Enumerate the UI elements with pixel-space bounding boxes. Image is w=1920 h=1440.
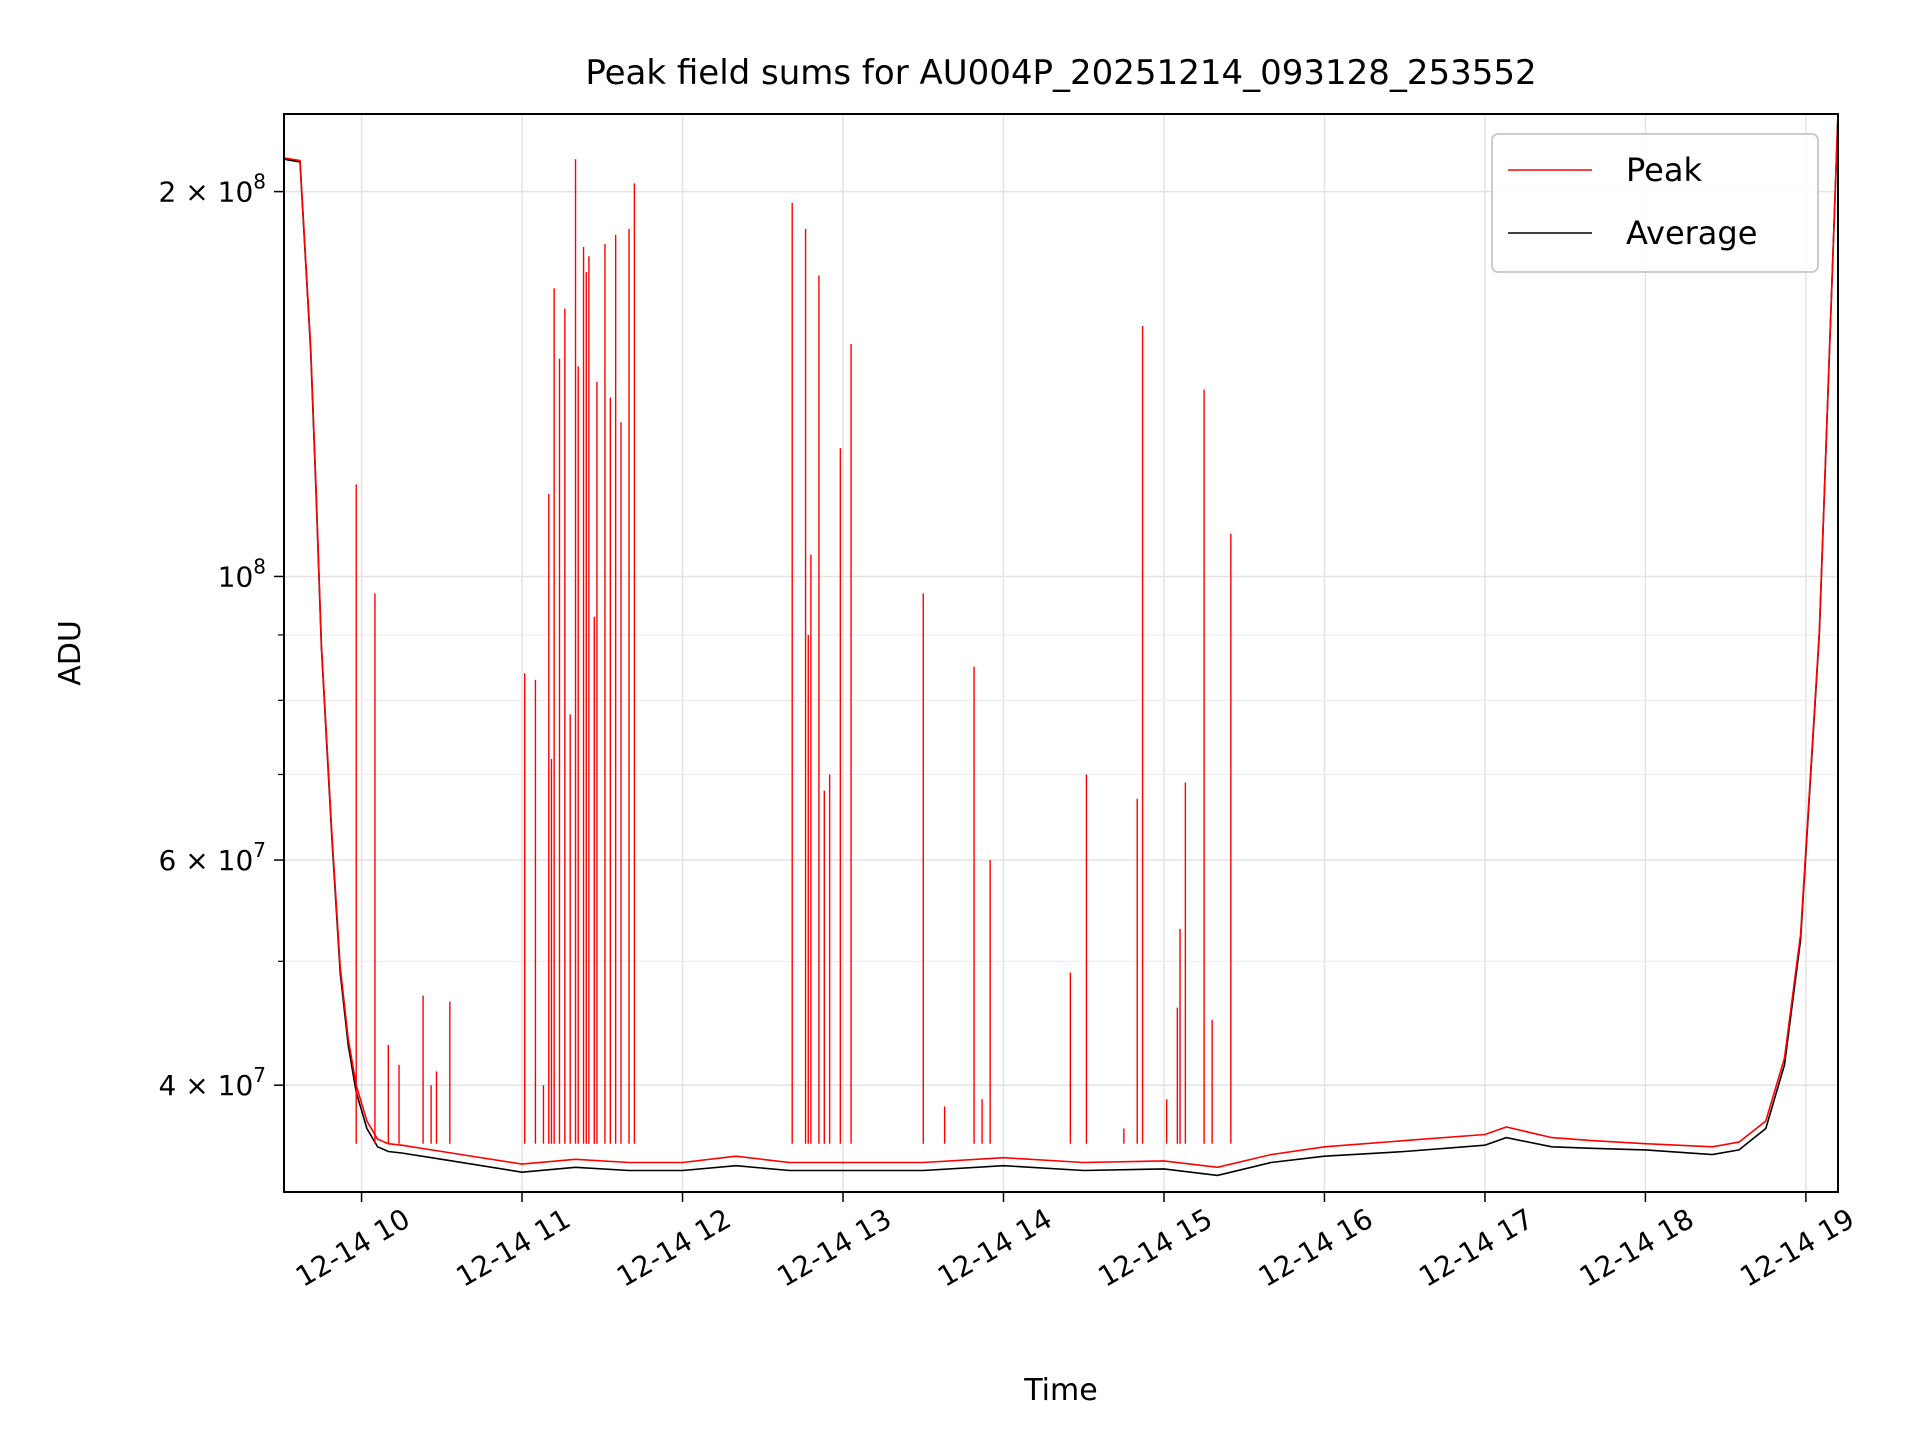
legend-label-peak: Peak [1626, 151, 1702, 189]
x-axis-label: Time [1023, 1373, 1097, 1408]
y-axis-ticks: 4 × 107 6 × 107 108 2 × 108 [159, 170, 284, 1102]
y-tick-label: 4 × 107 [159, 1063, 266, 1102]
legend-box [1491, 133, 1819, 273]
legend: Peak Average [1491, 133, 1819, 273]
y-axis-label: ADU [53, 620, 88, 686]
y-tick-label: 6 × 107 [159, 838, 266, 877]
plot-frame [283, 113, 1839, 1193]
y-tick-label: 2 × 108 [159, 170, 266, 209]
grid [284, 114, 1838, 1192]
y-tick-label: 108 [218, 554, 266, 593]
peak-line [283, 113, 1839, 1169]
series-peak [283, 113, 1839, 1169]
chart-title: Peak field sums for AU004P_20251214_0931… [585, 53, 1536, 93]
legend-label-average: Average [1626, 214, 1757, 252]
